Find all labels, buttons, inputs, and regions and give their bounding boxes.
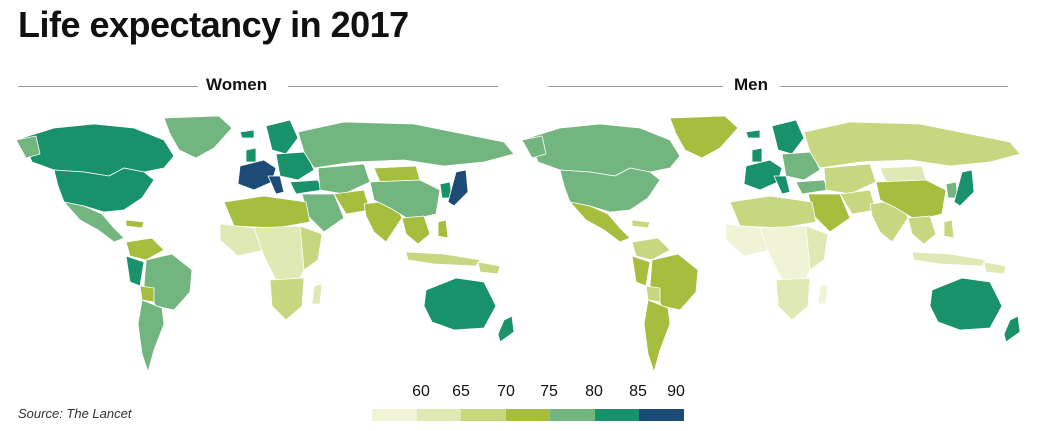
italy-region [267,175,285,195]
peru-region [125,255,145,287]
eastern-europe-region [781,151,821,181]
canada-region [527,123,681,177]
turkey-region [289,179,323,195]
uk-region [245,147,257,163]
women-world-map [15,115,515,373]
legend-swatch [505,409,551,421]
women-label: Women [200,75,274,95]
new-zealand-region [497,315,515,343]
caribbean-region [631,219,651,229]
caribbean-region [125,219,145,229]
men-world-map [521,115,1021,373]
legend-tick: 75 [540,383,558,400]
japan-region [953,169,975,207]
mongolia-region [373,165,421,183]
color-legend: 60 65 70 75 80 85 90 [372,383,685,423]
russia-region [297,121,515,169]
western-europe-region [743,159,783,191]
australia-region [423,277,497,331]
chart-title: Life expectancy in 2017 [18,4,409,45]
legend-color-bar [372,409,685,421]
women-panel-header: Women [18,74,498,98]
legend-ticks: 60 65 70 75 80 85 90 [372,383,685,405]
legend-tick: 80 [585,383,603,400]
source-note: Source: The Lancet [18,406,132,421]
legend-tick: 70 [497,383,515,400]
scandinavia-region [265,119,299,155]
iceland-region [745,129,761,139]
men-label: Men [728,75,774,95]
argentina-chile-region [643,299,671,373]
alaska-region [15,135,41,159]
russia-region [803,121,1021,169]
southern-africa-region [775,277,811,321]
scandinavia-region [771,119,805,155]
east-africa-region [805,225,829,271]
central-asia-region [823,163,877,195]
legend-tick: 60 [412,383,430,400]
alaska-region [521,135,547,159]
men-panel-header: Men [548,74,1008,98]
southeast-asia-region [401,215,431,245]
southern-africa-region [269,277,305,321]
peru-region [631,255,651,287]
legend-swatch [461,409,506,421]
north-africa-region [223,195,311,229]
japan-region [447,169,469,207]
west-africa-region [219,223,265,257]
philippines-region [437,219,449,239]
legend-swatch [639,409,685,421]
png-region [477,261,501,275]
central-asia-region [317,163,371,195]
indonesia-region [405,251,481,267]
legend-swatch [372,409,417,421]
north-africa-region [729,195,817,229]
header-rule-right [780,86,1008,87]
legend-tick: 90 [667,383,685,400]
mongolia-region [879,165,927,183]
header-rule-left [548,86,723,87]
argentina-chile-region [137,299,165,373]
new-zealand-region [1003,315,1021,343]
legend-tick: 65 [452,383,470,400]
indonesia-region [911,251,987,267]
legend-tick: 85 [629,383,647,400]
canada-region [21,123,175,177]
mexico-region [569,201,631,243]
turkey-region [795,179,829,195]
east-africa-region [299,225,323,271]
png-region [983,261,1007,275]
greenland-region [669,115,739,159]
western-europe-region [237,159,277,191]
colombia-venezuela-region [631,237,671,261]
uk-region [751,147,763,163]
legend-swatch [416,409,462,421]
legend-swatch [594,409,640,421]
header-rule-right [288,86,498,87]
madagascar-region [311,283,323,305]
iceland-region [239,129,255,139]
southeast-asia-region [907,215,937,245]
eastern-europe-region [275,151,315,181]
mexico-region [63,201,125,243]
australia-region [929,277,1003,331]
bolivia-region [139,285,155,303]
west-africa-region [725,223,771,257]
greenland-region [163,115,233,159]
madagascar-region [817,283,829,305]
colombia-venezuela-region [125,237,165,261]
bolivia-region [645,285,661,303]
legend-swatch [550,409,595,421]
header-rule-left [18,86,198,87]
philippines-region [943,219,955,239]
italy-region [773,175,791,195]
